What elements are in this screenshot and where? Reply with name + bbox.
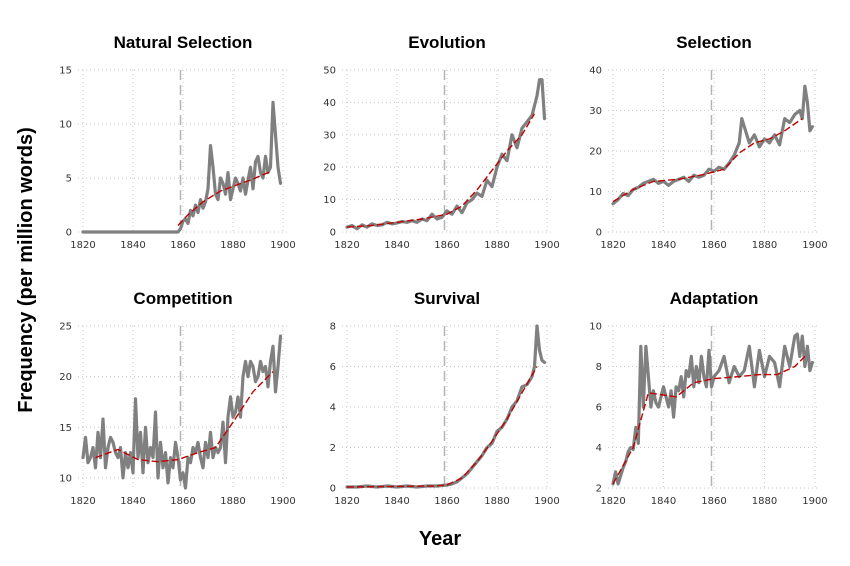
y-tick-label: 8 <box>330 322 336 333</box>
y-tick-label: 4 <box>596 443 602 454</box>
y-tick-label: 10 <box>589 322 602 333</box>
trend-line <box>177 170 271 226</box>
x-tick-label: 1900 <box>270 240 295 251</box>
x-tick-label: 1900 <box>802 240 827 251</box>
x-tick-label: 1900 <box>270 496 295 507</box>
y-tick-label: 0 <box>596 228 602 239</box>
chart-panel: Selection 1820 1840 1860 1880 1900 0 10 20 30 40 <box>589 33 827 251</box>
x-tick-label: 1880 <box>752 240 777 251</box>
x-tick-label: 1840 <box>120 496 145 507</box>
x-tick-label: 1820 <box>70 240 95 251</box>
y-axis-label: Frequency (per million words) <box>15 127 37 413</box>
chart-panel: Adaptation 1820 1840 1860 1880 1900 2 4 6 8 10 <box>589 289 827 507</box>
series-line <box>81 334 283 490</box>
y-tick-label: 30 <box>589 106 602 117</box>
x-tick-label: 1860 <box>170 496 195 507</box>
x-tick-label: 1840 <box>651 496 676 507</box>
x-tick-label: 1880 <box>484 496 509 507</box>
x-tick-label: 1860 <box>170 240 195 251</box>
y-tick-label: 10 <box>59 120 72 131</box>
x-tick-label: 1880 <box>220 496 245 507</box>
y-tick-label: 0 <box>330 228 336 239</box>
chart-panel: Survival 1820 1840 1860 1880 1900 0 2 4 6 8 <box>330 289 560 507</box>
x-tick-label: 1840 <box>651 240 676 251</box>
x-tick-label: 1820 <box>70 496 95 507</box>
x-tick-label: 1820 <box>600 496 625 507</box>
chart-panel: Evolution 1820 1840 1860 1880 1900 0 10 20 30 40 50 <box>323 33 559 251</box>
y-tick-label: 6 <box>596 403 602 414</box>
x-tick-label: 1860 <box>701 496 726 507</box>
y-tick-label: 10 <box>323 195 336 206</box>
series-line <box>81 100 283 234</box>
y-tick-label: 10 <box>59 473 72 484</box>
y-tick-label: 0 <box>330 484 336 495</box>
chart-title: Selection <box>676 33 752 52</box>
x-tick-label: 1840 <box>384 240 409 251</box>
y-tick-label: 20 <box>323 163 336 174</box>
chart-panel: Competition 1820 1840 1860 1880 1900 10 15 20 25 <box>59 289 295 507</box>
x-axis-label: Year <box>419 528 461 550</box>
x-tick-label: 1820 <box>334 496 359 507</box>
x-tick-label: 1880 <box>484 240 509 251</box>
y-tick-label: 40 <box>323 98 336 109</box>
x-tick-label: 1820 <box>600 240 625 251</box>
trend-line <box>346 113 536 228</box>
y-tick-label: 5 <box>66 174 72 185</box>
chart-title: Survival <box>414 289 480 308</box>
chart-title: Natural Selection <box>114 33 253 52</box>
y-tick-label: 20 <box>59 372 72 383</box>
y-tick-label: 25 <box>59 322 72 333</box>
y-tick-label: 0 <box>66 228 72 239</box>
x-tick-label: 1860 <box>701 240 726 251</box>
y-tick-label: 20 <box>589 147 602 158</box>
y-tick-label: 40 <box>589 66 602 77</box>
chart-panel: Natural Selection 1820 1840 1860 1880 1900 0 5 1… <box>59 33 295 251</box>
y-tick-label: 2 <box>330 443 336 454</box>
x-tick-label: 1900 <box>534 496 559 507</box>
x-tick-label: 1820 <box>334 240 359 251</box>
y-tick-label: 2 <box>596 484 602 495</box>
x-tick-label: 1840 <box>120 240 145 251</box>
x-tick-label: 1880 <box>220 240 245 251</box>
series-line <box>611 332 815 486</box>
chart-title: Evolution <box>408 33 485 52</box>
x-tick-label: 1860 <box>434 496 459 507</box>
y-tick-label: 8 <box>596 362 602 373</box>
x-tick-label: 1900 <box>802 496 827 507</box>
x-tick-label: 1900 <box>534 240 559 251</box>
trend-line <box>612 118 803 203</box>
x-tick-label: 1840 <box>384 496 409 507</box>
series-line <box>611 84 815 206</box>
trend-line <box>346 366 538 488</box>
chart-title: Competition <box>133 289 232 308</box>
panels: Natural Selection 1820 1840 1860 1880 1900 0 5 1… <box>59 33 827 507</box>
trend-line <box>95 371 274 463</box>
y-tick-label: 15 <box>59 423 72 434</box>
y-tick-label: 15 <box>59 66 72 77</box>
x-tick-label: 1860 <box>434 240 459 251</box>
y-tick-label: 4 <box>330 403 336 414</box>
y-tick-label: 50 <box>323 66 336 77</box>
y-tick-label: 30 <box>323 130 336 141</box>
chart-title: Adaptation <box>670 289 759 308</box>
y-tick-label: 10 <box>589 187 602 198</box>
y-tick-label: 6 <box>330 362 336 373</box>
x-tick-label: 1880 <box>752 496 777 507</box>
